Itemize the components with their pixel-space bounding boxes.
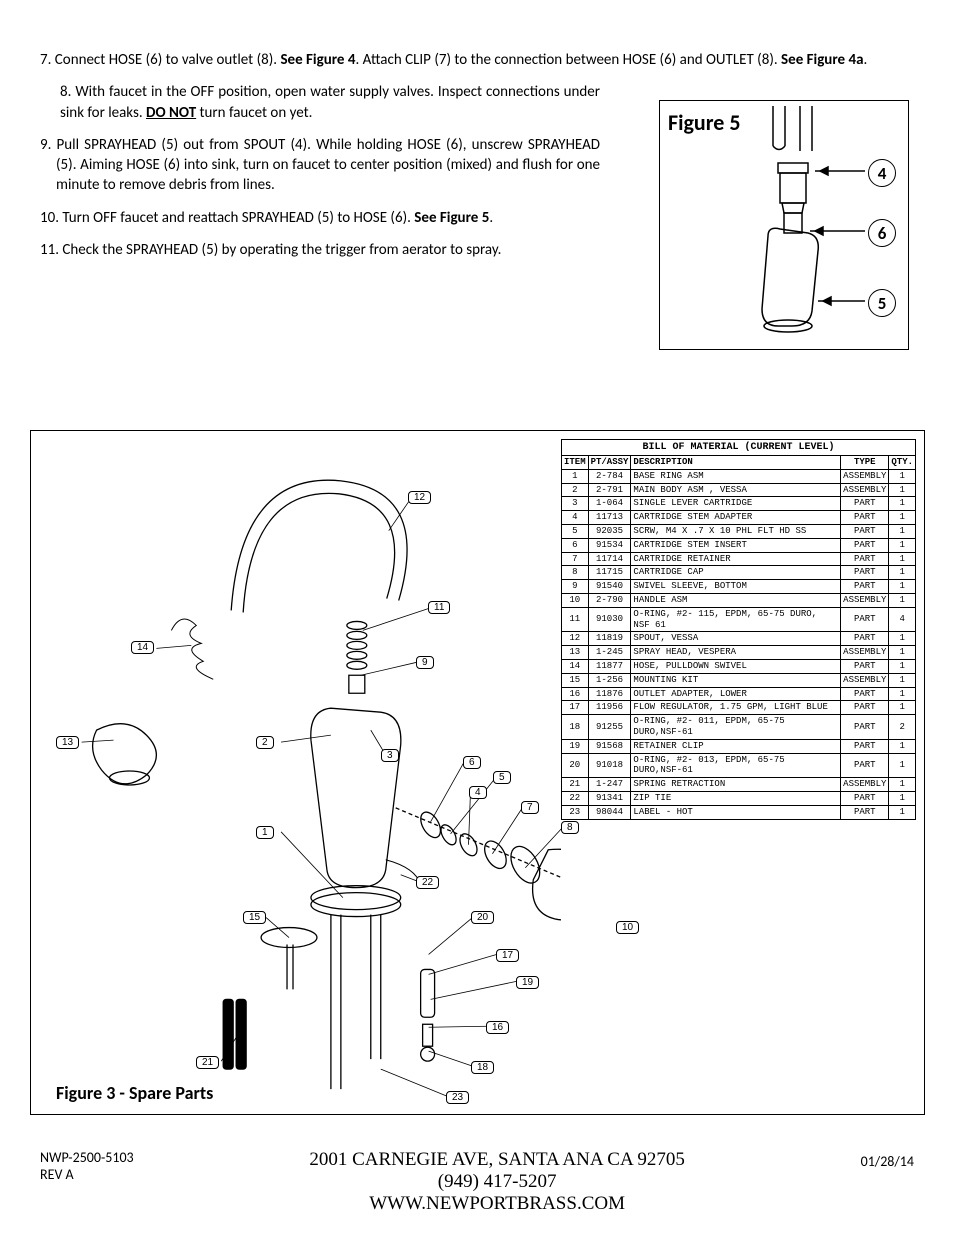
footer-contact: 2001 CARNEGIE AVE, SANTA ANA CA 92705 (9…	[309, 1149, 685, 1215]
part-callout-8: 8	[561, 821, 579, 834]
bom-row: 691534CARTRIDGE STEM INSERTPART1	[562, 538, 916, 552]
part-callout-19: 19	[516, 976, 539, 989]
bom-header: PT/ASSY	[588, 456, 631, 470]
bom-row: 1711956FLOW REGULATOR, 1.75 GPM, LIGHT B…	[562, 701, 916, 715]
bom-row: 1191030O-RING, #2- 115, EPDM, 65-75 DURO…	[562, 607, 916, 632]
part-callout-2: 2	[256, 736, 274, 749]
part-callout-17: 17	[496, 949, 519, 962]
bom-row: 1411877HOSE, PULLDOWN SWIVELPART1	[562, 659, 916, 673]
part-callout-20: 20	[471, 911, 494, 924]
step-num: 9.	[40, 136, 51, 154]
part-callout-16: 16	[486, 1021, 509, 1034]
footer-date: 01/28/14	[861, 1149, 914, 1170]
bom-row: 991540SWIVEL SLEEVE, BOTTOMPART1	[562, 580, 916, 594]
part-callout-1: 1	[256, 826, 274, 839]
figure-3-title: Figure 3 - Spare Parts	[56, 1082, 213, 1104]
footer-doc: NWP-2500-5103 REV A	[40, 1149, 134, 1183]
step-num: 11.	[40, 241, 59, 259]
bom-row: 151-256MOUNTING KITASSEMBLY1	[562, 673, 916, 687]
bom-table: ITEMPT/ASSYDESCRIPTIONTYPEQTY. 12-784BAS…	[561, 455, 916, 820]
part-callout-5: 5	[493, 771, 511, 784]
part-callout-13: 13	[56, 736, 79, 749]
figure-3-drawing	[31, 431, 561, 1114]
callout-4: 4	[868, 159, 896, 187]
step-7: 7. Connect HOSE (6) to valve outlet (8).…	[40, 50, 920, 70]
part-callout-15: 15	[243, 911, 266, 924]
callout-5: 5	[868, 289, 896, 317]
bom-row: 1991568RETAINER CLIPPART1	[562, 739, 916, 753]
bom-row: 12-784BASE RING ASMASSEMBLY1	[562, 469, 916, 483]
part-callout-11: 11	[428, 601, 450, 614]
callout-6: 6	[868, 219, 896, 247]
bom-row: 811715CARTRIDGE CAPPART1	[562, 566, 916, 580]
part-callout-18: 18	[471, 1061, 494, 1074]
footer: NWP-2500-5103 REV A 2001 CARNEGIE AVE, S…	[40, 1149, 914, 1215]
bom-title: BILL OF MATERIAL (CURRENT LEVEL)	[561, 439, 916, 455]
part-callout-14: 14	[131, 641, 154, 654]
bom-row: 411713CARTRIDGE STEM ADAPTERPART1	[562, 511, 916, 525]
part-callout-22: 22	[416, 876, 439, 889]
step-8: 8. With faucet in the OFF position, open…	[40, 82, 600, 123]
bom-header: QTY.	[889, 456, 916, 470]
step-9: 9. Pull SPRAYHEAD (5) out from SPOUT (4)…	[40, 135, 600, 196]
bom-header: ITEM	[562, 456, 589, 470]
step-num: 8.	[60, 83, 71, 101]
bom-row: 592035SCRW, M4 X .7 X 10 PHL FLT HD SSPA…	[562, 524, 916, 538]
bom-row: 2291341ZIP TIEPART1	[562, 791, 916, 805]
step-10: 10. Turn OFF faucet and reattach SPRAYHE…	[40, 208, 600, 228]
part-callout-23: 23	[446, 1091, 469, 1104]
bom-header: TYPE	[841, 456, 889, 470]
bom-row: 211-247SPRING RETRACTIONASSEMBLY1	[562, 778, 916, 792]
bom-row: 102-790HANDLE ASMASSEMBLY1	[562, 593, 916, 607]
bom-row: 2398044LABEL - HOTPART1	[562, 805, 916, 819]
part-callout-10: 10	[616, 921, 639, 934]
bill-of-materials: BILL OF MATERIAL (CURRENT LEVEL) ITEMPT/…	[561, 439, 916, 820]
bom-row: 22-791MAIN BODY ASM , VESSAASSEMBLY1	[562, 483, 916, 497]
bom-row: 1891255O-RING, #2- 011, EPDM, 65-75 DURO…	[562, 715, 916, 740]
part-callout-12: 12	[408, 491, 431, 504]
part-callout-4: 4	[469, 786, 487, 799]
bom-header: DESCRIPTION	[631, 456, 841, 470]
part-callout-21: 21	[196, 1056, 219, 1069]
figure-3: 1211149132365478122101520171921161823 Fi…	[30, 430, 925, 1115]
bom-row: 1211819SPOUT, VESSAPART1	[562, 632, 916, 646]
bom-row: 131-245SPRAY HEAD, VESPERAASSEMBLY1	[562, 646, 916, 660]
part-callout-6: 6	[463, 756, 481, 769]
bom-row: 1611876OUTLET ADAPTER, LOWERPART1	[562, 687, 916, 701]
figure-5: Figure 5 4 6 5	[659, 100, 909, 350]
part-callout-7: 7	[521, 801, 539, 814]
step-num: 7.	[40, 51, 51, 69]
bom-row: 31-064SINGLE LEVER CARTRIDGEPART1	[562, 497, 916, 511]
part-callout-3: 3	[381, 749, 399, 762]
step-num: 10.	[40, 209, 59, 227]
bom-row: 711714CARTRIDGE RETAINERPART1	[562, 552, 916, 566]
part-callout-9: 9	[416, 656, 434, 669]
bom-row: 2091018O-RING, #2- 013, EPDM, 65-75 DURO…	[562, 753, 916, 778]
